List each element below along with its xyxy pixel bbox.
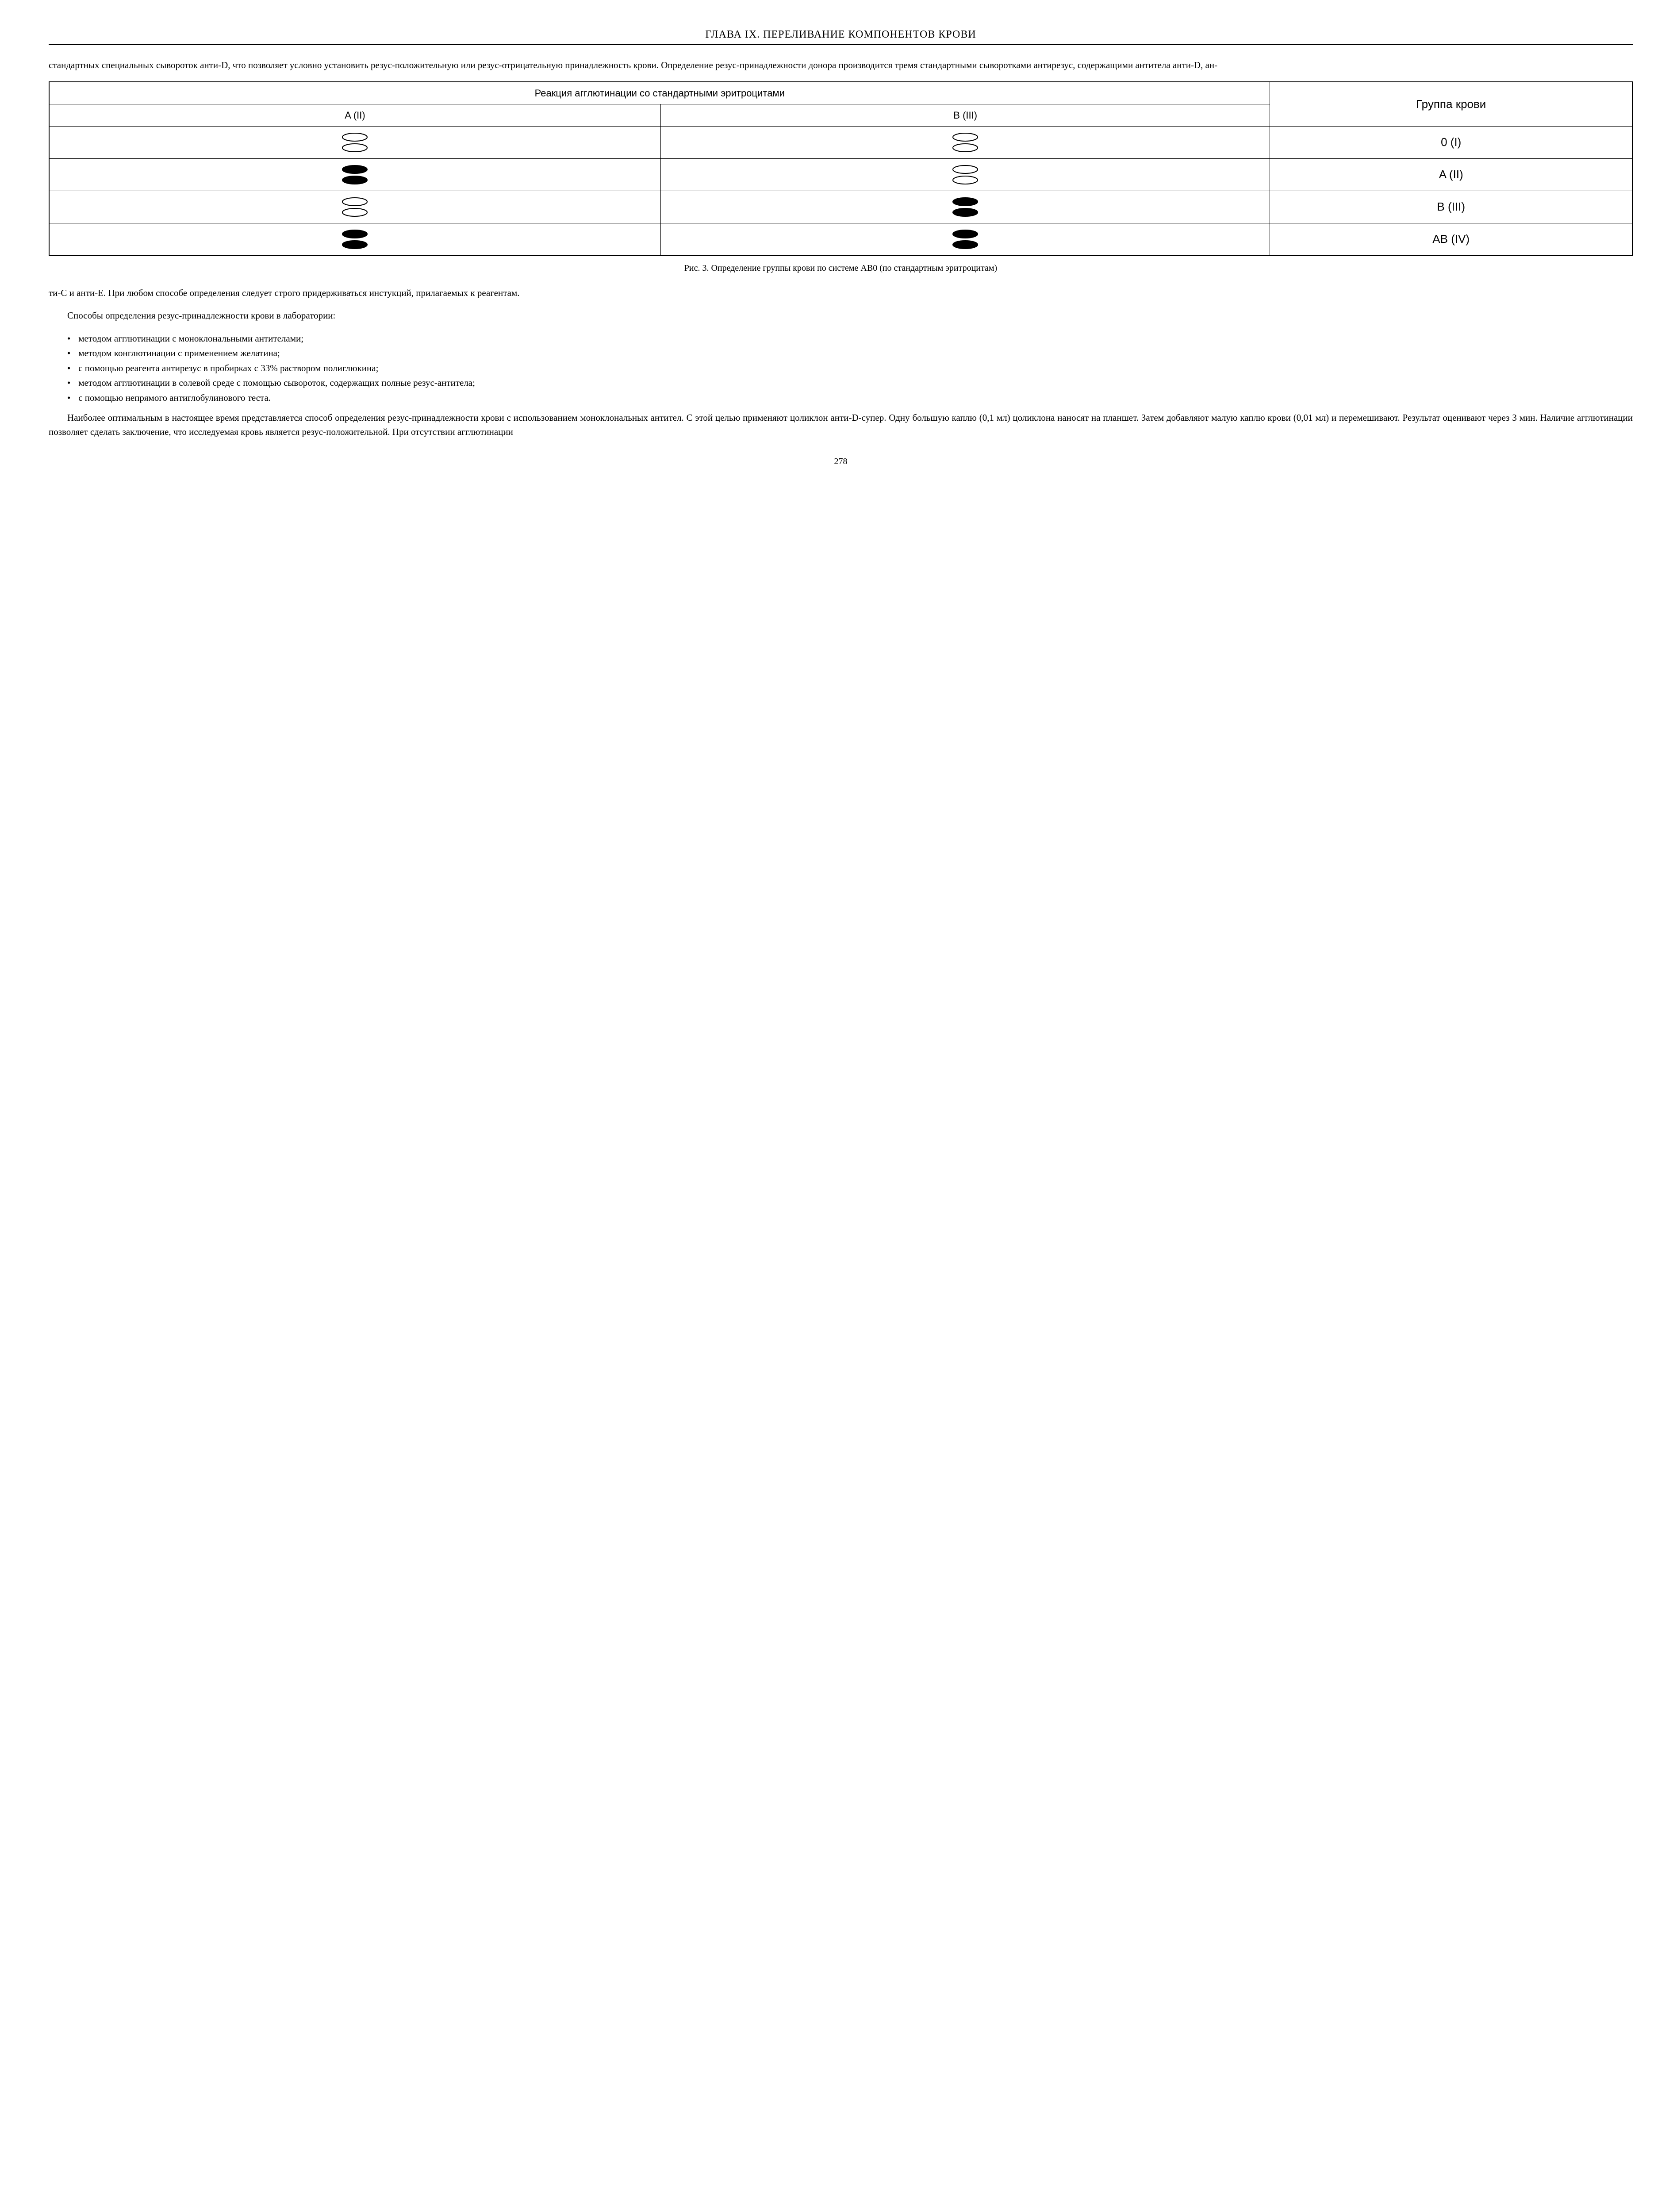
cell-reaction-b (660, 223, 1270, 256)
paragraph-4: Наиболее оптимальным в настоящее время п… (49, 411, 1633, 439)
paragraph-2: ти-C и анти-E. При любом способе определ… (49, 286, 1633, 300)
header-group: Группа крови (1270, 82, 1632, 127)
list-item: с помощью непрямого антиглобулинового те… (67, 391, 1633, 405)
list-item: методом агглютинации в солевой среде с п… (67, 376, 1633, 390)
cell-reaction-a (49, 126, 660, 158)
list-item: методом конглютинации с применением жела… (67, 346, 1633, 361)
table-row: B (III) (49, 191, 1632, 223)
table-row: 0 (I) (49, 126, 1632, 158)
blood-group-table: Реакция агглютинации со стандартными эри… (49, 81, 1633, 256)
header-col-a: A (II) (49, 104, 660, 126)
paragraph-1: стандартных специальных сывороток анти-D… (49, 58, 1633, 73)
methods-list: методом агглютинации с моноклональными а… (49, 332, 1633, 405)
figure-caption: Рис. 3. Определение группы крови по сист… (49, 261, 1633, 275)
cell-reaction-b (660, 158, 1270, 191)
list-item: с помощью реагента антирезус в пробирках… (67, 361, 1633, 376)
chapter-rule (49, 44, 1633, 45)
paragraph-3: Способы определения резус-принадлежности… (49, 309, 1633, 323)
cell-reaction-a (49, 158, 660, 191)
list-item: методом агглютинации с моноклональными а… (67, 332, 1633, 346)
cell-reaction-a (49, 191, 660, 223)
cell-group: B (III) (1270, 191, 1632, 223)
cell-group: 0 (I) (1270, 126, 1632, 158)
page-number: 278 (49, 455, 1633, 468)
cell-reaction-b (660, 191, 1270, 223)
cell-reaction-a (49, 223, 660, 256)
cell-group: A (II) (1270, 158, 1632, 191)
table-row: A (II) (49, 158, 1632, 191)
table-row: AB (IV) (49, 223, 1632, 256)
header-reaction: Реакция агглютинации со стандартными эри… (49, 82, 1270, 104)
cell-group: AB (IV) (1270, 223, 1632, 256)
chapter-title: ГЛАВА IX. ПЕРЕЛИВАНИЕ КОМПОНЕНТОВ КРОВИ (49, 27, 1633, 42)
cell-reaction-b (660, 126, 1270, 158)
header-col-b: B (III) (660, 104, 1270, 126)
